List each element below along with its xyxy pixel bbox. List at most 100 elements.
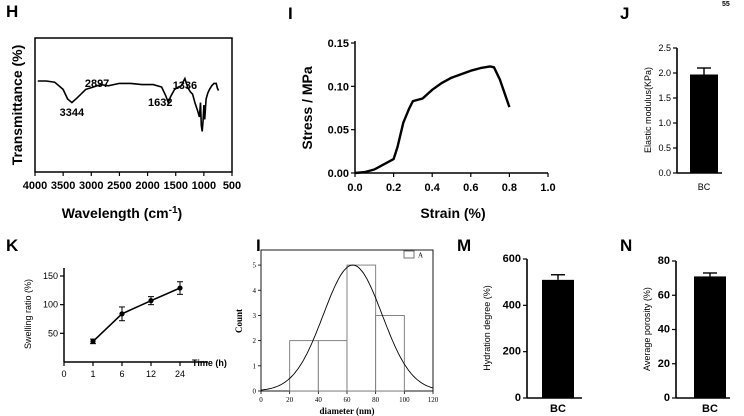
panel-label-m: M	[457, 236, 471, 255]
x-tick-label: 100	[399, 396, 410, 404]
x-tick-label: 0.6	[463, 182, 478, 194]
histogram-bar	[375, 314, 405, 392]
histogram-bar	[289, 340, 319, 392]
y-tick-label: 150	[43, 271, 58, 281]
legend-swatch	[403, 250, 415, 259]
y-tick-label: 0.00	[328, 168, 349, 180]
x-category-label: BC	[702, 403, 718, 415]
x-tick-label: 20	[286, 396, 294, 404]
data-point	[148, 298, 154, 304]
x-axis-label: Wavelength (cm-1)	[62, 205, 182, 221]
peak-annotation: 1336	[173, 80, 197, 92]
panel-label-h: H	[6, 2, 18, 21]
x-tick-label: 1000	[192, 180, 216, 192]
bar-bc	[542, 279, 574, 398]
x-tick-label: 1	[90, 369, 95, 379]
y-tick-label: 4	[253, 287, 257, 295]
panel-label-i: I	[288, 4, 293, 23]
y-tick-label: 0.05	[328, 125, 349, 137]
x-tick-label: 24	[175, 369, 185, 379]
data-point	[90, 338, 96, 344]
data-point	[119, 311, 125, 317]
y-axis-label: Count	[234, 309, 244, 333]
peak-annotation: 2897	[85, 78, 109, 90]
x-tick-label: 0	[61, 369, 66, 379]
x-tick-label: 0.2	[386, 182, 401, 194]
y-tick-label: 20	[658, 358, 670, 370]
y-axis-label: Transmittance (%)	[9, 45, 25, 166]
y-tick-label: 0.0	[658, 168, 671, 178]
y-tick-label: 100	[43, 300, 58, 310]
y-tick-label: 60	[658, 289, 670, 301]
x-category-label: BC	[698, 182, 711, 192]
x-tick-label: 0.8	[502, 182, 517, 194]
x-tick-label: 1500	[163, 180, 187, 192]
panel-label-j: J	[620, 4, 629, 23]
x-tick-label: 6	[119, 369, 124, 379]
x-axis-label-main: Wavelength (cm	[62, 205, 169, 221]
y-tick-label: 0	[253, 388, 257, 396]
histogram-bar	[346, 264, 377, 392]
y-tick-label: 2	[253, 337, 257, 345]
y-tick-label: 1.5	[658, 93, 671, 103]
y-tick-label: 40	[658, 324, 670, 336]
y-tick-label: 3	[253, 312, 257, 320]
chart-n-porosity: 0 20 40 60 80 BC Average porosity (%)	[642, 255, 730, 415]
x-tick-label: 0.0	[347, 182, 362, 194]
x-axis-label-end: )	[178, 205, 183, 221]
x-tick-label: 120	[428, 396, 439, 404]
series-line-stress	[354, 65, 511, 175]
gaussian-fit-curve	[260, 264, 434, 391]
histogram-bar	[317, 340, 348, 392]
x-tick-label: 3000	[79, 180, 103, 192]
x-tick-label: 0	[259, 396, 263, 404]
y-axis-label: Average porosity (%)	[642, 287, 652, 371]
y-tick-label: 0.15	[328, 38, 349, 50]
legend-label: A	[418, 252, 423, 260]
y-tick-label: 50	[48, 328, 58, 338]
plot-frame	[34, 37, 233, 173]
x-tick-label: 80	[372, 396, 380, 404]
panel-label-l: I	[256, 236, 261, 255]
x-axis-label: Strain (%)	[420, 205, 485, 221]
series-line-swelling	[92, 287, 181, 342]
x-tick-label: 0.4	[425, 182, 441, 194]
peak-annotation: 3344	[60, 107, 85, 119]
chart-i-stress-strain: 0.0 0.2 0.4 0.6 0.8 1.0 0.00 0.05 0.10 0.15 Strain…	[299, 38, 556, 221]
x-tick-label: 40	[315, 396, 323, 404]
y-tick-label: 5	[253, 262, 257, 270]
panel-label-k: K	[6, 236, 19, 255]
x-axis-label-sup: -1	[169, 205, 178, 216]
x-tick-label: 2000	[135, 180, 159, 192]
x-category-label: BC	[550, 403, 566, 415]
x-tick-label: 12	[146, 369, 156, 379]
x-tick-label: 2500	[107, 180, 131, 192]
y-tick-label: 0	[664, 392, 670, 404]
chart-m-hydration: 0 200 400 600 BC Hydration degree (%)	[482, 253, 582, 415]
y-tick-label: 0.5	[658, 143, 671, 153]
chart-k-swelling: 0 1 6 12 24 50 100 150 Time (h) Swelling ratio (%…	[23, 268, 227, 379]
y-tick-label: 0.10	[328, 81, 349, 93]
x-tick-label: 3500	[51, 180, 75, 192]
y-axis-label: Stress / MPa	[299, 66, 315, 149]
chart-h-ftir: 4000 3500 3000 2500 2000 1500 1000 500 3344 2897 1…	[9, 37, 241, 221]
y-tick-label: 1.0	[658, 118, 671, 128]
data-point	[177, 285, 183, 291]
y-tick-label: 80	[658, 255, 670, 267]
y-axis-label: Swelling ratio (%)	[23, 279, 33, 349]
x-tick-label: 500	[223, 180, 241, 192]
y-axis-label: Hydration degree (%)	[482, 285, 492, 371]
series-line-ftir	[37, 76, 220, 132]
y-tick-label: 1	[253, 362, 257, 370]
corner-mark: 55	[722, 1, 730, 8]
x-axis-label: Time (h)	[192, 358, 227, 368]
x-tick-label: 1.0	[540, 182, 555, 194]
y-tick-label: 0	[515, 392, 521, 404]
y-tick-label: 2.5	[658, 43, 671, 53]
x-tick-label: 4000	[23, 180, 47, 192]
bar-bc	[690, 74, 718, 173]
y-tick-label: 2.0	[658, 68, 671, 78]
y-tick-label: 200	[503, 346, 521, 358]
